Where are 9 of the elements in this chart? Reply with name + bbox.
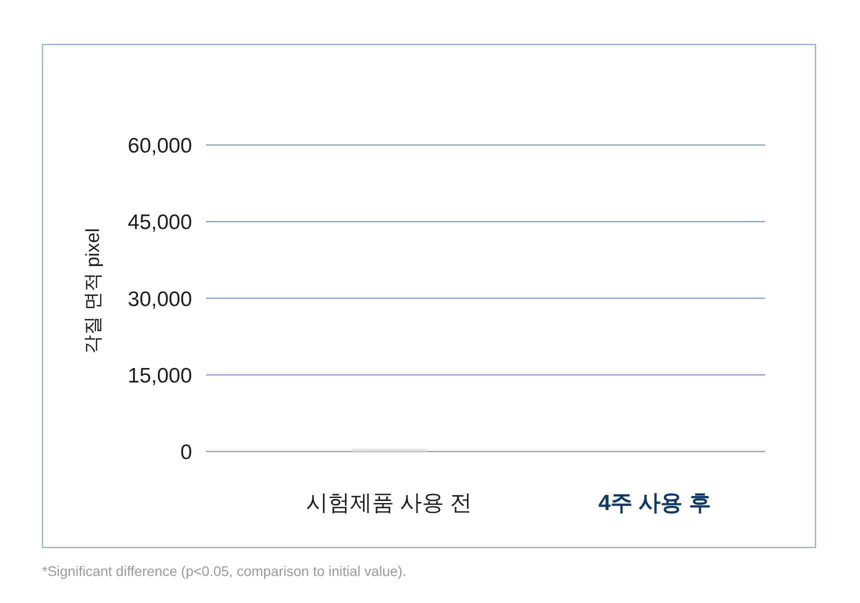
text: *Significant difference (p<0.05, comparison to initial value). bbox=[42, 563, 406, 579]
y-axis-title: 각질 면적 pixel bbox=[83, 228, 104, 354]
y-tick-label: 45,000 bbox=[128, 211, 192, 234]
x-tick-label: 4주 사용 후 bbox=[598, 490, 711, 515]
y-tick-label: 15,000 bbox=[128, 364, 192, 388]
y-tick-label: 0 bbox=[180, 441, 192, 464]
y-tick-label: 30,000 bbox=[128, 288, 192, 311]
y-tick-label: 60,000 bbox=[128, 134, 192, 158]
x-tick-label: 시험제품 사용 전 bbox=[306, 490, 472, 515]
